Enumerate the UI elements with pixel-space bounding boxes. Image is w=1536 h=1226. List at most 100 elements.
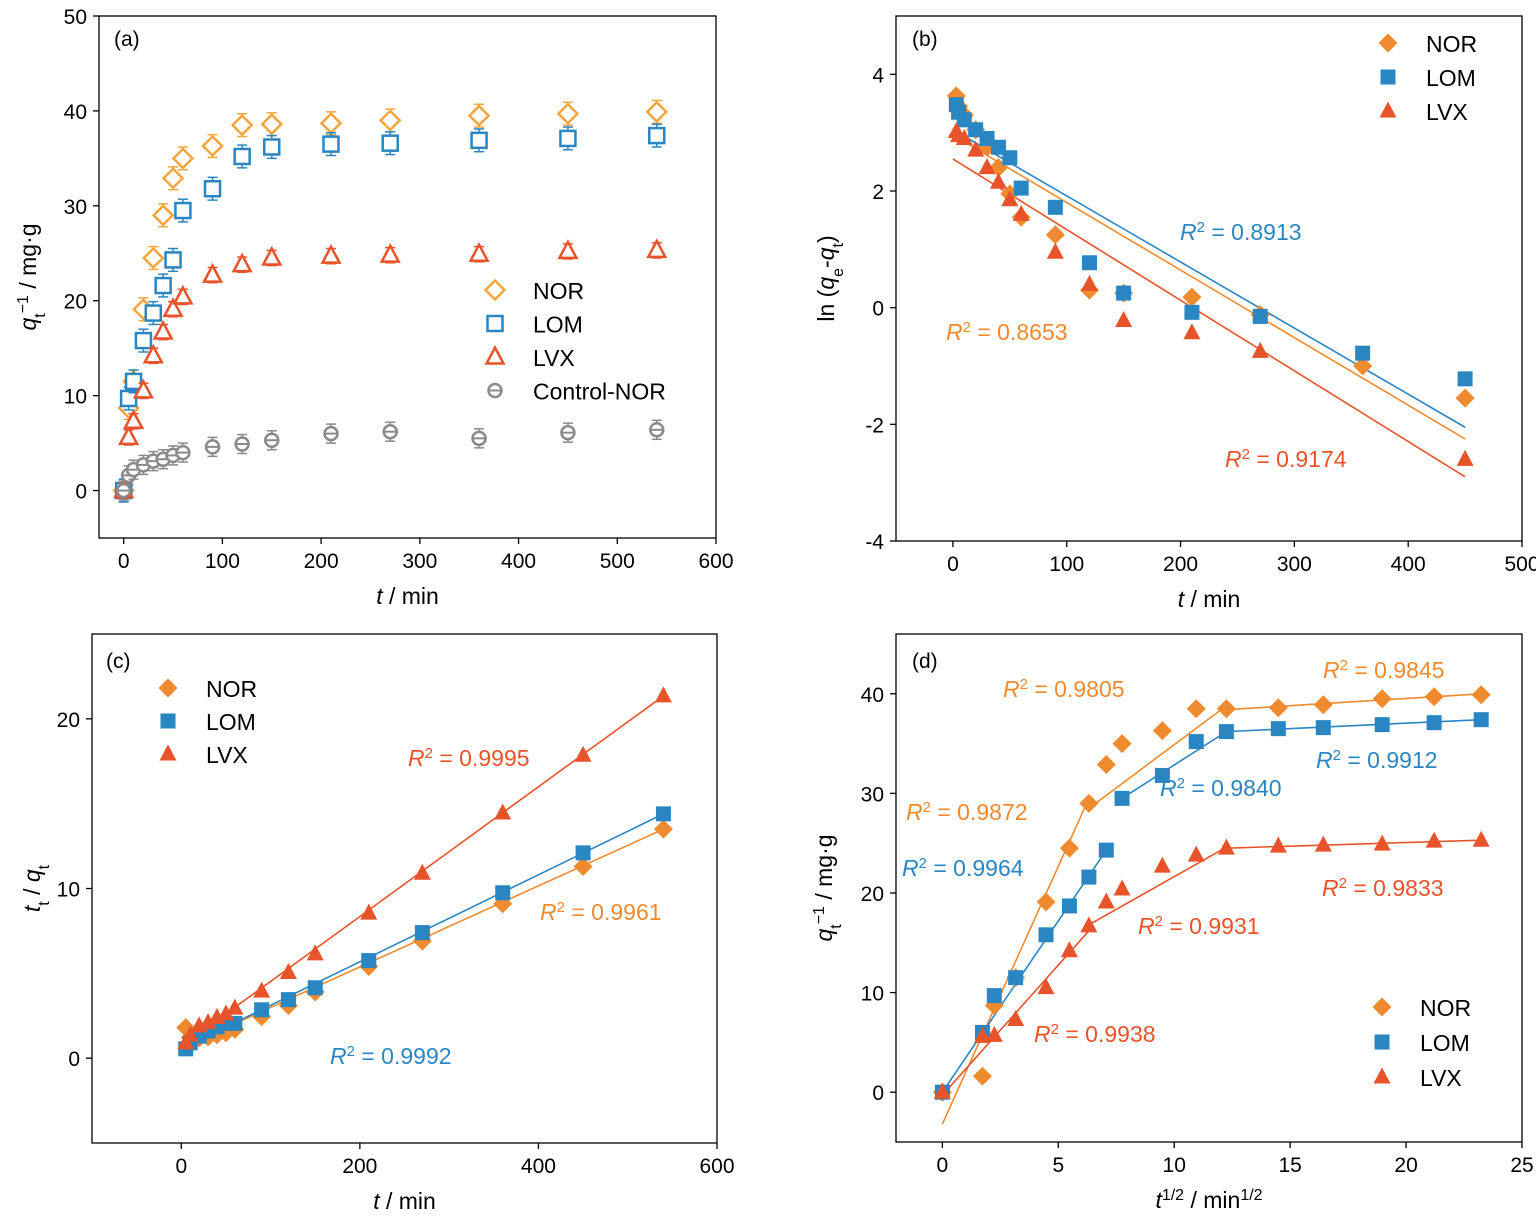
data-point	[1425, 831, 1443, 848]
legend-label-lvx: LVX	[206, 742, 248, 768]
data-point	[199, 1013, 217, 1030]
data-point	[1313, 695, 1333, 715]
data-point	[653, 819, 673, 839]
series-lvx	[177, 686, 672, 1050]
data-point	[122, 409, 145, 430]
data-point	[1314, 835, 1332, 852]
data-point	[1116, 285, 1132, 301]
data-point	[655, 806, 671, 822]
x-axis-label: t / min	[376, 583, 439, 609]
x-tick-label: 500	[600, 550, 635, 573]
data-point	[164, 251, 182, 269]
data-point	[989, 172, 1007, 189]
data-point	[1038, 927, 1054, 943]
data-point	[151, 204, 175, 227]
series-nor	[946, 86, 1475, 408]
panel-label: (b)	[912, 28, 938, 51]
legend-label-nor: NOR	[533, 278, 584, 304]
y-tick-label: 20	[861, 883, 884, 906]
x-axis-label: t / min	[373, 1188, 436, 1214]
data-point	[1013, 180, 1029, 196]
data-point	[1182, 287, 1202, 307]
data-point	[1187, 845, 1205, 862]
x-tick-label: 0	[947, 553, 959, 576]
y-tick-label: 0	[872, 298, 884, 321]
r2-annotation: R2 = 0.9931	[1138, 913, 1260, 940]
data-point	[280, 992, 296, 1008]
data-point	[978, 158, 996, 175]
data-point	[979, 131, 995, 146]
data-point	[260, 112, 284, 136]
data-point	[955, 129, 973, 145]
data-point	[1081, 255, 1097, 271]
plot-area	[176, 686, 673, 1057]
data-point	[1315, 720, 1331, 736]
fit-line-lvx-0	[952, 158, 1466, 478]
r2-annotation: R2 = 0.9833	[1322, 875, 1444, 902]
data-point	[1216, 699, 1236, 719]
r2-annotation: R2 = 0.9174	[1225, 446, 1347, 473]
data-point	[967, 140, 985, 157]
data-point	[1270, 721, 1286, 737]
y-tick-label: 2	[872, 181, 884, 204]
data-point	[1008, 970, 1024, 986]
chart-panel-3: 0 200 400 600 0 10 20 (c) t / min tt / qt R2 = 0.9…	[19, 633, 735, 1214]
series-lom	[948, 97, 1473, 387]
data-point	[1268, 698, 1288, 718]
data-point	[231, 252, 253, 273]
data-point	[134, 331, 153, 350]
legend-label-lom: LOM	[1420, 1030, 1470, 1056]
data-point	[1455, 388, 1475, 408]
plot-frame	[98, 15, 717, 539]
data-point	[261, 245, 283, 266]
y-tick-label: 0	[75, 481, 87, 504]
data-point	[573, 856, 593, 876]
series-lom	[178, 806, 671, 1057]
y-tick-label: 40	[861, 684, 884, 707]
data-point	[154, 276, 172, 295]
data-point	[1153, 856, 1171, 873]
data-point	[648, 126, 666, 145]
legend-marker-nor	[483, 278, 507, 302]
data-point	[142, 343, 164, 364]
data-point	[414, 925, 430, 941]
x-tick-label: 100	[205, 550, 240, 573]
data-point	[307, 980, 323, 996]
data-point	[171, 147, 195, 170]
r2-annotation: R2 = 0.9845	[1323, 657, 1445, 684]
data-point	[1061, 898, 1077, 914]
data-point	[379, 243, 401, 263]
data-point	[1114, 790, 1130, 806]
data-point	[557, 239, 579, 260]
data-point	[132, 378, 155, 399]
fit-line-lom-2	[1226, 718, 1482, 733]
data-point	[1471, 685, 1491, 705]
panel-label: (a)	[114, 28, 140, 51]
data-point	[118, 425, 140, 446]
data-point	[1218, 724, 1234, 740]
legend-marker-lom	[160, 713, 176, 729]
data-point	[468, 242, 490, 262]
legend-label-lvx: LVX	[533, 345, 575, 371]
data-point	[1112, 734, 1132, 754]
plot-area	[932, 685, 1491, 1125]
data-point	[201, 134, 224, 158]
data-point	[968, 122, 984, 138]
r2-annotation: R2 = 0.9961	[540, 899, 662, 926]
x-tick-label: 10	[1163, 1154, 1186, 1177]
data-point	[174, 201, 192, 220]
plot-area	[946, 86, 1475, 478]
legend-label-nor: NOR	[206, 676, 257, 702]
x-tick-label: 25	[1510, 1154, 1533, 1177]
data-point	[253, 981, 271, 998]
data-point	[1188, 734, 1204, 750]
legend-label-control-nor: Control-NOR	[533, 379, 666, 405]
data-point	[1251, 341, 1269, 358]
x-tick-label: 400	[1391, 553, 1426, 576]
series-lvx	[947, 122, 1474, 466]
legend-marker-nor	[1378, 33, 1398, 53]
data-point	[360, 903, 378, 920]
data-point	[1152, 721, 1172, 741]
y-tick-label: 30	[64, 196, 87, 219]
